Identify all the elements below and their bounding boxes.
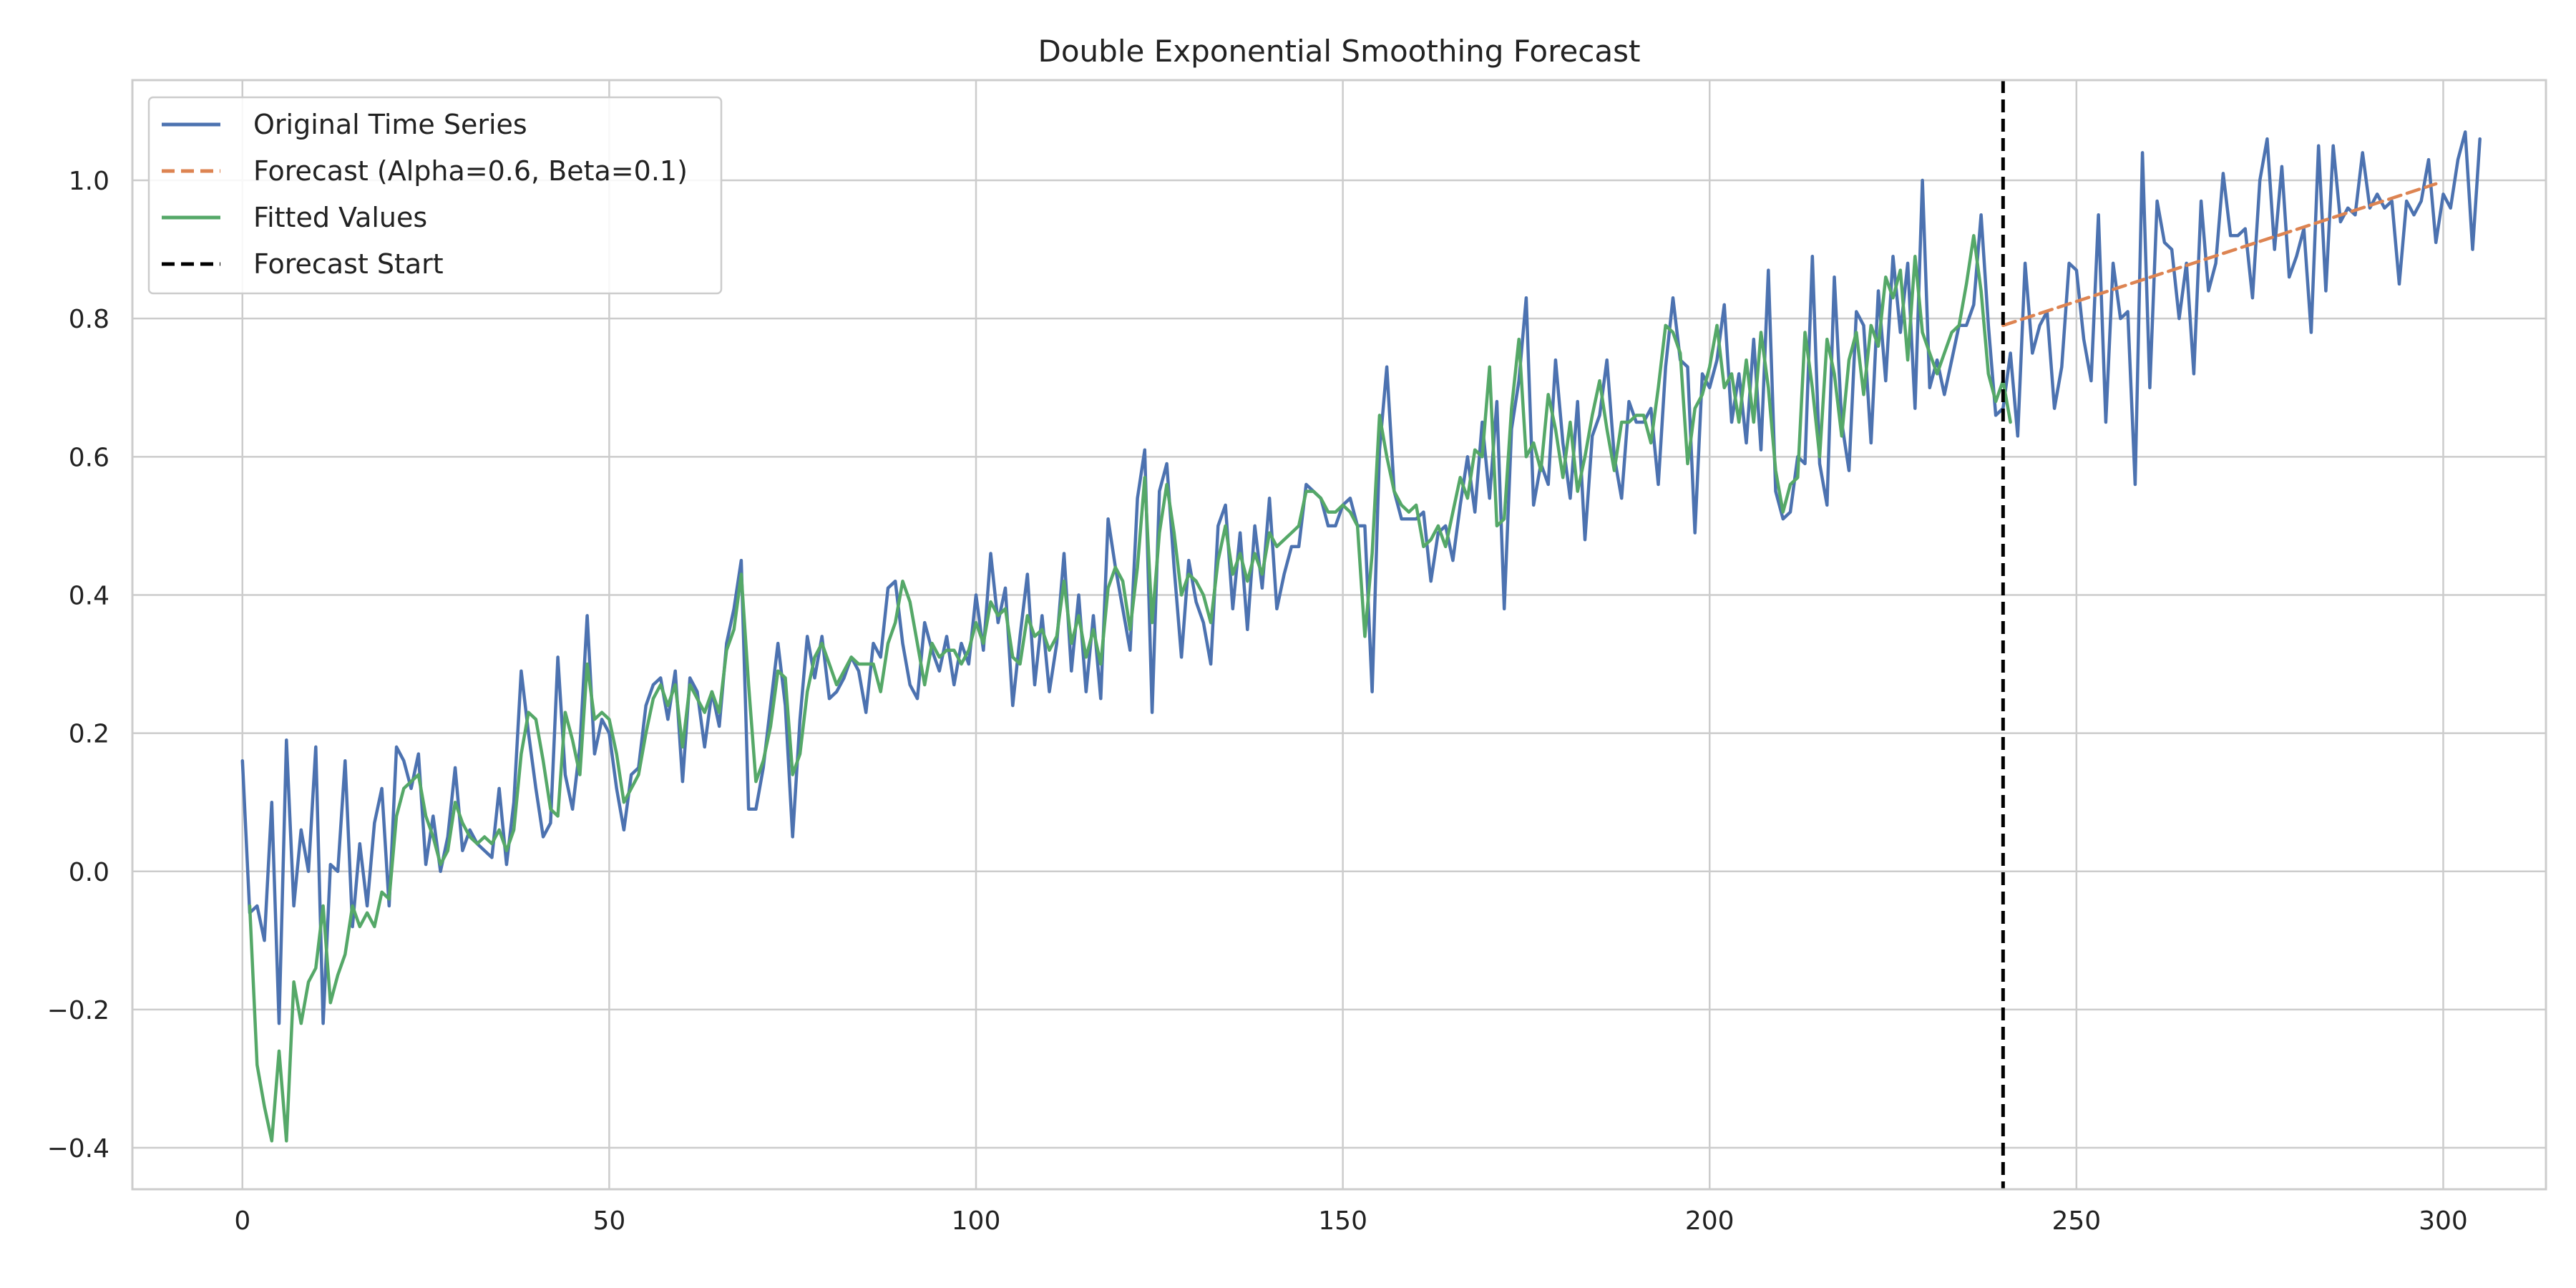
plot-series (240, 80, 2482, 1189)
y-tick-label: −0.4 (47, 1134, 109, 1163)
x-tick-label: 200 (1685, 1206, 1735, 1236)
axis-ticks: 0 50 100 150 200 250 300 −0.4 −0.2 0.0 0.2 0.4 0.6 0.… (47, 167, 2468, 1236)
series-original-time-series-line (240, 130, 2482, 1025)
x-tick-label: 100 (952, 1206, 1001, 1236)
legend: Original Time Series Forecast (Alpha=0.6,… (147, 96, 723, 295)
y-tick-label: 0.2 (69, 720, 109, 749)
chart-title: Double Exponential Smoothing Forecast (1038, 34, 1641, 69)
legend-label: Forecast Start (253, 248, 444, 280)
x-tick-label: 150 (1318, 1206, 1367, 1236)
y-tick-label: 1.0 (69, 167, 109, 196)
legend-box (147, 96, 723, 295)
legend-label: Original Time Series (253, 109, 527, 140)
legend-label: Fitted Values (253, 202, 427, 233)
x-tick-label: 250 (2051, 1206, 2101, 1236)
series-fitted-values-line (248, 234, 2012, 1143)
x-tick-label: 50 (592, 1206, 625, 1236)
series-forecast-alpha-0-6-beta-0-1-line (2001, 182, 2438, 328)
y-tick-label: 0.0 (69, 858, 109, 887)
x-tick-label: 300 (2419, 1206, 2468, 1236)
y-tick-label: 0.6 (69, 443, 109, 472)
grid (132, 80, 2546, 1189)
x-tick-label: 0 (234, 1206, 250, 1236)
y-tick-label: 0.4 (69, 581, 109, 610)
legend-label: Forecast (Alpha=0.6, Beta=0.1) (253, 155, 688, 187)
y-tick-label: 0.8 (69, 305, 109, 334)
y-tick-label: −0.2 (47, 996, 109, 1025)
plot-frame (131, 79, 2547, 1191)
